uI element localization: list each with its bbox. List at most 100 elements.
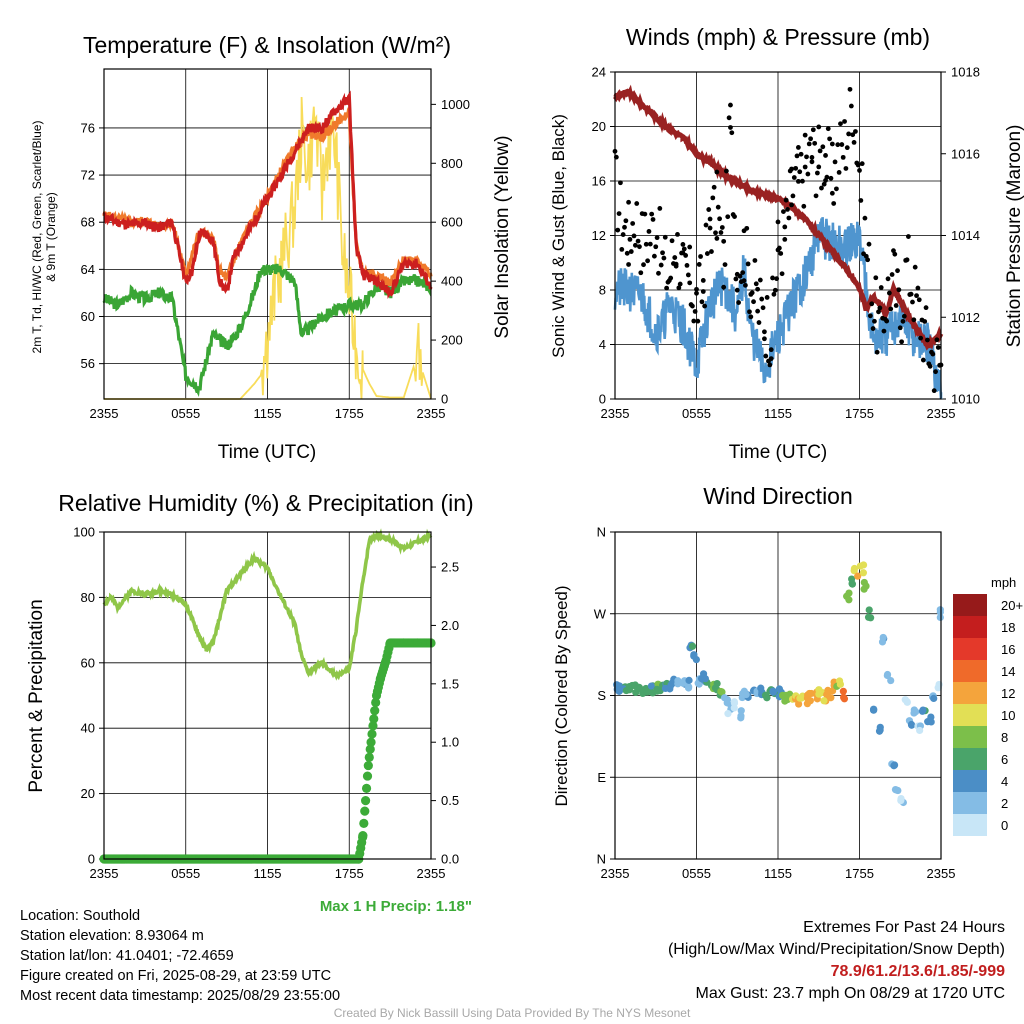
gust-point bbox=[732, 214, 737, 220]
gust-point bbox=[844, 145, 850, 151]
gust-point bbox=[719, 225, 725, 230]
gust-point bbox=[673, 263, 679, 269]
y-tick-label: 0 bbox=[599, 392, 606, 407]
plot-border bbox=[103, 531, 432, 860]
gust-point bbox=[858, 198, 864, 203]
extremes-heading: Extremes For Past 24 Hours bbox=[803, 919, 1005, 936]
precip-point bbox=[358, 831, 368, 841]
max-gust: Max Gust: 23.7 mph On 08/29 at 1720 UTC bbox=[695, 985, 1006, 1002]
direction-point bbox=[836, 680, 844, 688]
gust-point bbox=[675, 231, 680, 237]
x-tick-label: 0555 bbox=[682, 866, 711, 881]
legend-swatch bbox=[953, 704, 987, 726]
direction-point bbox=[815, 686, 823, 694]
gust-point bbox=[801, 203, 807, 209]
humidity-title: Relative Humidity (%) & Precipitation (i… bbox=[58, 490, 473, 516]
precip-point bbox=[360, 806, 370, 816]
precip-point bbox=[366, 737, 376, 747]
direction-point bbox=[850, 567, 858, 575]
legend-label: 2 bbox=[1001, 796, 1008, 811]
gust-point bbox=[897, 325, 903, 331]
station-elevation: Station elevation: 8.93064 m bbox=[20, 928, 204, 944]
direction-point bbox=[685, 683, 693, 691]
gust-point bbox=[748, 314, 754, 320]
y2-tick-label: 800 bbox=[441, 156, 463, 171]
gust-point bbox=[776, 245, 782, 251]
y-tick-label: 100 bbox=[73, 525, 95, 540]
direction-point bbox=[688, 642, 697, 650]
recent-data: Most recent data timestamp: 2025/08/29 2… bbox=[20, 988, 341, 1004]
direction-point bbox=[854, 572, 862, 580]
direction-point bbox=[867, 614, 875, 622]
gust-point bbox=[728, 102, 733, 108]
gust-point bbox=[638, 270, 644, 276]
precip-point bbox=[371, 697, 381, 708]
direction-point bbox=[845, 596, 853, 604]
gust-point bbox=[838, 121, 843, 127]
gust-point bbox=[736, 300, 742, 305]
gust-point bbox=[775, 219, 781, 225]
legend-label: 0 bbox=[1001, 818, 1008, 833]
gust-point bbox=[901, 313, 907, 319]
direction-point bbox=[891, 785, 900, 794]
precip-point bbox=[361, 796, 371, 806]
gust-point bbox=[774, 276, 780, 282]
gust-point bbox=[760, 305, 766, 311]
gust-point bbox=[669, 238, 675, 244]
gust-point bbox=[794, 153, 800, 159]
y2-tick-label: 400 bbox=[441, 274, 463, 289]
gust-point bbox=[809, 159, 815, 165]
y-tick-label: 80 bbox=[81, 590, 95, 605]
x-tick-label: 0555 bbox=[171, 406, 200, 421]
credit-line: Created By Nick Bassill Using Data Provi… bbox=[333, 1006, 691, 1020]
gust-point bbox=[828, 175, 834, 181]
legend-label: 16 bbox=[1001, 642, 1015, 657]
x-tick-label: 1755 bbox=[335, 406, 364, 421]
x-tick-label: 2355 bbox=[601, 866, 630, 881]
gust-point bbox=[847, 86, 853, 92]
gust-point bbox=[620, 232, 626, 237]
y-tick-label: E bbox=[597, 770, 606, 785]
gust-point bbox=[662, 234, 668, 240]
gust-point bbox=[927, 363, 933, 369]
y-tick-label: N bbox=[597, 525, 606, 540]
station-location: Location: Southold bbox=[20, 908, 141, 924]
gust-point bbox=[848, 103, 854, 109]
precip-point bbox=[361, 783, 372, 793]
precip-point bbox=[363, 760, 373, 771]
y2-tick-label: 200 bbox=[441, 333, 463, 348]
direction-point bbox=[730, 704, 738, 712]
temperature-title: Temperature (F) & Insolation (W/m²) bbox=[83, 32, 451, 58]
gust-point bbox=[812, 140, 818, 146]
gust-point bbox=[819, 185, 824, 191]
rh-line bbox=[102, 528, 433, 681]
y-tick-label: 16 bbox=[592, 174, 606, 189]
legend-title: mph bbox=[991, 575, 1016, 590]
gust-point bbox=[768, 347, 774, 353]
x-tick-label: 1155 bbox=[254, 406, 282, 421]
direction-point bbox=[713, 679, 721, 688]
plot-border bbox=[614, 531, 942, 860]
gust-point bbox=[622, 224, 627, 230]
y2-tick-label: 1010 bbox=[951, 392, 980, 407]
y-tick-label: 12 bbox=[592, 228, 606, 243]
y-tick-label: 60 bbox=[81, 655, 95, 670]
gust-point bbox=[668, 275, 674, 281]
y-tick-label: 0 bbox=[88, 852, 95, 867]
direction-point bbox=[839, 687, 847, 695]
direction-point bbox=[860, 585, 868, 593]
x-tick-label: 2355 bbox=[927, 406, 956, 421]
direction-point bbox=[936, 608, 944, 616]
direction-point bbox=[737, 712, 745, 720]
pressure-line bbox=[613, 84, 944, 351]
gust-point bbox=[922, 319, 928, 324]
gust-point bbox=[821, 181, 827, 187]
legend-swatch bbox=[953, 814, 987, 836]
gust-point bbox=[869, 301, 875, 307]
gust-point bbox=[853, 129, 858, 134]
gust-point bbox=[885, 276, 891, 282]
gust-point bbox=[763, 353, 769, 359]
legend-swatch bbox=[953, 594, 987, 616]
gust-point bbox=[646, 229, 652, 234]
gust-point bbox=[778, 251, 784, 256]
